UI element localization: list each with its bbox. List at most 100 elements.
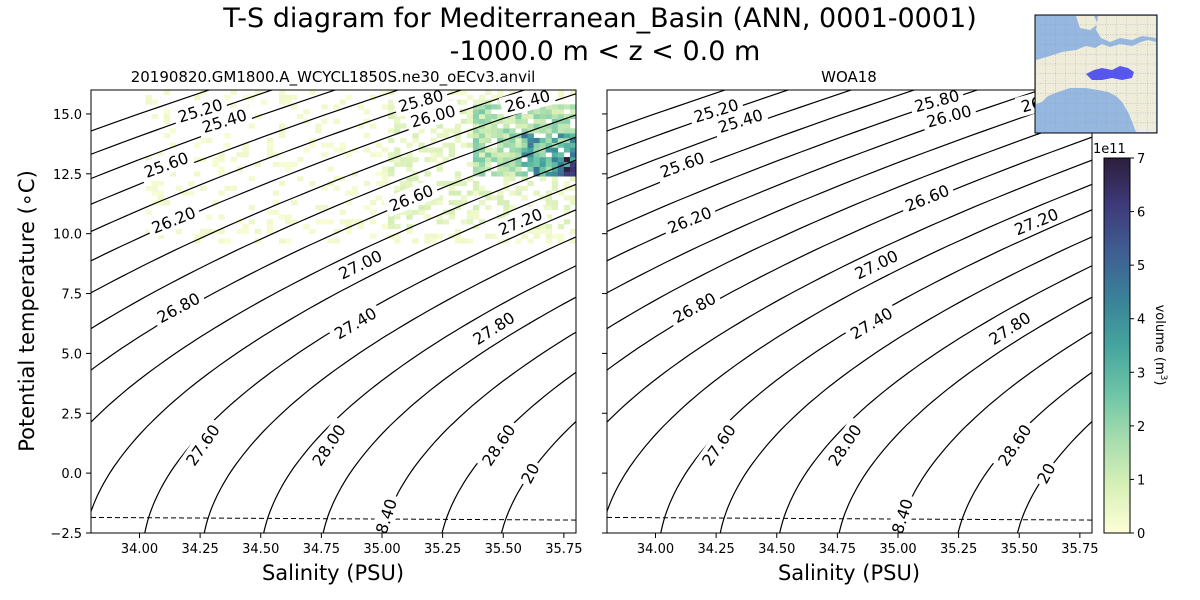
histogram-cell	[454, 238, 462, 244]
histogram-cell	[539, 161, 546, 167]
histogram-cell	[545, 137, 553, 143]
histogram-cell	[333, 185, 340, 191]
histogram-cell	[315, 219, 322, 225]
histogram-cell	[466, 209, 474, 215]
contour-label: 27.00	[852, 246, 902, 283]
histogram-cell	[266, 137, 274, 143]
contour-label-bg	[491, 202, 550, 241]
histogram-cell	[491, 113, 498, 120]
histogram-cell	[485, 147, 492, 153]
contour-label-bg	[660, 200, 719, 240]
histogram-cell	[418, 128, 425, 134]
histogram-cell	[309, 142, 316, 148]
histogram-cell	[436, 123, 443, 129]
histogram-cell	[448, 209, 456, 215]
histogram-cell	[339, 219, 346, 225]
axes-frame	[606, 89, 1093, 534]
histogram-cell	[194, 233, 201, 239]
histogram-cell	[460, 219, 468, 225]
histogram-cell	[200, 228, 207, 234]
histogram-cell	[212, 161, 219, 167]
histogram-cell	[472, 113, 480, 120]
histogram-cell	[206, 228, 213, 234]
histogram-cell	[551, 233, 559, 239]
histogram-cell	[527, 133, 534, 139]
histogram-cell	[576, 171, 582, 176]
histogram-cell	[557, 137, 565, 143]
histogram-cell	[485, 123, 492, 129]
histogram-cell	[363, 147, 371, 153]
histogram-cell	[557, 157, 565, 163]
histogram-cell	[442, 157, 449, 163]
histogram-cell	[497, 133, 504, 139]
histogram-cell	[479, 94, 486, 100]
histogram-cell	[551, 176, 559, 182]
histogram-cell	[363, 180, 371, 187]
histogram-cell	[175, 228, 183, 234]
x-tick-label: 34.75	[303, 542, 340, 557]
histogram-cell	[436, 147, 443, 153]
contour-label: 26.60	[902, 181, 952, 216]
histogram-cell	[521, 113, 528, 120]
histogram-cell	[472, 161, 480, 167]
contour-label-bg	[711, 103, 770, 139]
histogram-cell	[200, 137, 207, 143]
density-contour	[607, 90, 980, 233]
histogram-cell	[291, 94, 298, 100]
histogram-cell	[509, 204, 516, 211]
histogram-cell	[527, 152, 534, 158]
histogram-cell	[503, 128, 510, 134]
histogram-cell	[521, 233, 528, 239]
density-contour	[607, 90, 791, 155]
histogram-cell	[515, 190, 522, 196]
histogram-cell	[576, 104, 582, 109]
histogram-cell	[551, 137, 559, 143]
histogram-cell	[551, 200, 559, 206]
histogram-cell	[545, 214, 553, 220]
histogram-cell	[485, 133, 492, 139]
histogram-cell	[576, 119, 582, 124]
histogram-cell	[479, 99, 486, 105]
histogram-cell	[363, 118, 371, 124]
histogram-cell	[479, 104, 486, 110]
histogram-cell	[503, 142, 510, 148]
histogram-cell	[527, 147, 534, 153]
x-tick-label: 35.75	[545, 542, 582, 557]
histogram-cell	[418, 204, 425, 211]
histogram-cell	[479, 190, 486, 196]
histogram-cell	[527, 166, 534, 172]
histogram-cell	[479, 161, 486, 167]
histogram-cell	[230, 104, 237, 110]
histogram-cell	[291, 200, 298, 206]
histogram-cell	[375, 171, 383, 177]
y-tick-label: 15.0	[53, 108, 82, 123]
histogram-cell	[515, 171, 522, 177]
histogram-cell	[375, 195, 383, 201]
histogram-cell	[576, 95, 582, 100]
histogram-cell	[533, 161, 540, 167]
histogram-cell	[557, 238, 565, 244]
histogram-cell	[394, 238, 401, 244]
histogram-cell	[339, 147, 346, 153]
histogram-cell	[382, 180, 389, 187]
x-tick-label: 35.25	[940, 542, 977, 557]
contour-label-bg	[465, 304, 522, 352]
histogram-cell	[563, 195, 571, 201]
contour-label: 27.40	[847, 303, 896, 343]
histogram-cell	[369, 152, 377, 158]
histogram-cell	[454, 180, 462, 187]
histogram-cell	[545, 109, 553, 115]
histogram-cell	[551, 185, 559, 191]
histogram-cell	[533, 152, 540, 158]
contour-label-bg	[694, 417, 743, 473]
histogram-cell	[424, 147, 431, 153]
histogram-cell	[278, 90, 286, 96]
histogram-cell	[472, 109, 480, 115]
histogram-cell	[539, 147, 546, 153]
histogram-cell	[576, 162, 582, 167]
histogram-cell	[557, 133, 565, 139]
panel-title-model: 20190820.GM1800.A_WCYCL1850S.ne30_oECv3.…	[131, 68, 536, 87]
histogram-cell	[278, 128, 286, 134]
histogram-cell	[509, 90, 516, 96]
